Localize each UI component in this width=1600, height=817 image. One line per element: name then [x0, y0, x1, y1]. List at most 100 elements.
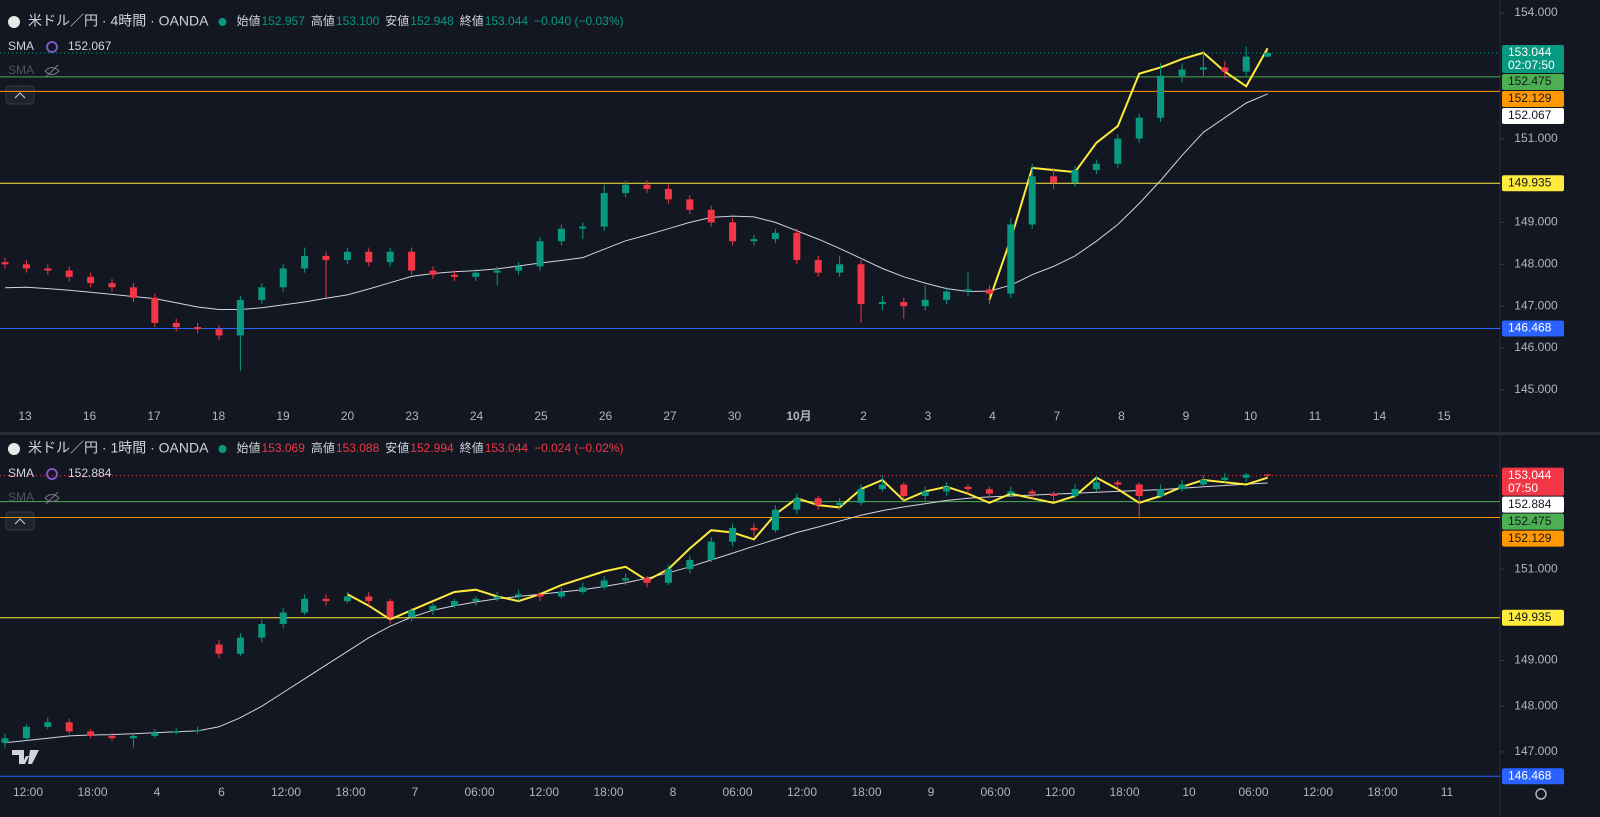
- hidden-indicator-name: SMA: [8, 490, 34, 504]
- settings-icon[interactable]: [1535, 788, 1547, 800]
- candle-body: [900, 484, 908, 496]
- candle-body: [793, 232, 801, 261]
- x-tick-label: 13: [18, 409, 32, 423]
- y-tick-label: 146.000: [1514, 340, 1558, 354]
- candle-body: [194, 327, 202, 330]
- candle-body: [750, 239, 758, 242]
- candle-body: [65, 722, 73, 732]
- header-text: 終値: [460, 440, 484, 455]
- candle-body: [536, 594, 544, 597]
- price-tag: [1502, 320, 1564, 337]
- candle-body: [129, 287, 137, 298]
- candle-body: [236, 299, 244, 336]
- candle-body: [493, 596, 501, 599]
- header-text: 153.100: [336, 14, 380, 28]
- x-tick-label: 17: [147, 409, 161, 423]
- x-tick-label: 12:00: [13, 785, 43, 799]
- candle-body: [814, 498, 822, 506]
- candle-body: [836, 264, 844, 273]
- candle-body: [836, 502, 844, 506]
- candle-body: [215, 644, 223, 654]
- x-tick-label: 12:00: [1045, 785, 1075, 799]
- candle-body: [1178, 484, 1186, 490]
- x-tick-label: 10月: [786, 409, 811, 423]
- candle-body: [1264, 474, 1272, 476]
- candle-body: [1114, 482, 1122, 485]
- tradingview-logo: [12, 750, 39, 764]
- candle-body: [472, 598, 480, 602]
- candle-body: [151, 732, 159, 736]
- candle-body: [771, 232, 779, 240]
- candle-body: [87, 731, 95, 736]
- collapse-button[interactable]: [5, 511, 35, 531]
- candle-body: [686, 199, 694, 210]
- x-tick-label: 24: [470, 409, 484, 423]
- x-tick-label: 4: [154, 785, 161, 799]
- collapse-button[interactable]: [5, 85, 35, 105]
- x-tick-label: 6: [218, 785, 225, 799]
- candle-body: [943, 486, 951, 492]
- x-tick-label: 23: [405, 409, 419, 423]
- candle-body: [814, 260, 822, 273]
- candle-body: [729, 222, 737, 242]
- candle-body: [943, 291, 951, 300]
- price-tag-label: 152.129: [1508, 531, 1552, 545]
- candle-body: [1242, 474, 1250, 478]
- candle-body: [1050, 493, 1058, 496]
- price-tag: [1502, 609, 1564, 626]
- indicator-name: SMA: [8, 39, 34, 53]
- candle-body: [1028, 176, 1036, 225]
- indicator-icon: [46, 468, 58, 480]
- x-tick-label: 7: [1054, 409, 1061, 423]
- header-text: 153.069: [261, 441, 305, 455]
- candle-body: [322, 255, 330, 261]
- candle-body: [44, 268, 52, 271]
- header-text: 安値: [385, 13, 409, 28]
- x-tick-label: 10: [1182, 785, 1196, 799]
- price-tag: [1502, 45, 1564, 74]
- symbol-flag: [8, 16, 20, 28]
- candle-body: [600, 193, 608, 227]
- y-tick-label: 149.000: [1514, 653, 1558, 667]
- header-text: 153.044: [485, 441, 529, 455]
- header-text: 高値: [311, 440, 335, 455]
- sma-line: [4, 93, 1268, 310]
- price-tag: [1502, 496, 1564, 513]
- price-tag: [1502, 530, 1564, 547]
- candle-body: [964, 289, 972, 292]
- x-tick-label: 20: [341, 409, 355, 423]
- y-tick-label: 151.000: [1514, 131, 1558, 145]
- candle-body: [65, 270, 73, 277]
- zigzag-line: [988, 47, 1269, 301]
- candle-body: [386, 601, 394, 618]
- candle-body: [172, 322, 180, 328]
- candle-body: [1221, 67, 1229, 72]
- candle-body: [964, 486, 972, 490]
- candle-body: [493, 270, 501, 273]
- header-text: 152.957: [261, 14, 305, 28]
- candle-body: [1135, 117, 1143, 139]
- header-text: 153.088: [336, 441, 380, 455]
- zigzag-line: [346, 476, 1268, 621]
- y-tick-label: 147.000: [1514, 744, 1558, 758]
- x-tick-label: 15: [1437, 409, 1451, 423]
- price-tag-label: 153.044: [1508, 45, 1552, 59]
- candle-body: [365, 596, 373, 602]
- x-tick-label: 06:00: [722, 785, 752, 799]
- candle-body: [258, 623, 266, 638]
- price-tag-label: 152.475: [1508, 514, 1552, 528]
- candle-body: [707, 209, 715, 223]
- price-tag: [1502, 467, 1564, 496]
- x-tick-label: 3: [925, 409, 932, 423]
- x-tick-label: 12:00: [529, 785, 559, 799]
- candle-body: [1114, 138, 1122, 164]
- x-tick-label: 18:00: [77, 785, 107, 799]
- candle-body: [279, 268, 287, 288]
- candle-body: [729, 527, 737, 542]
- candle-body: [279, 612, 287, 624]
- x-tick-label: 18:00: [593, 785, 623, 799]
- candle-body: [450, 601, 458, 606]
- candle-body: [22, 264, 30, 269]
- x-tick-label: 4: [989, 409, 996, 423]
- candle-body: [472, 272, 480, 277]
